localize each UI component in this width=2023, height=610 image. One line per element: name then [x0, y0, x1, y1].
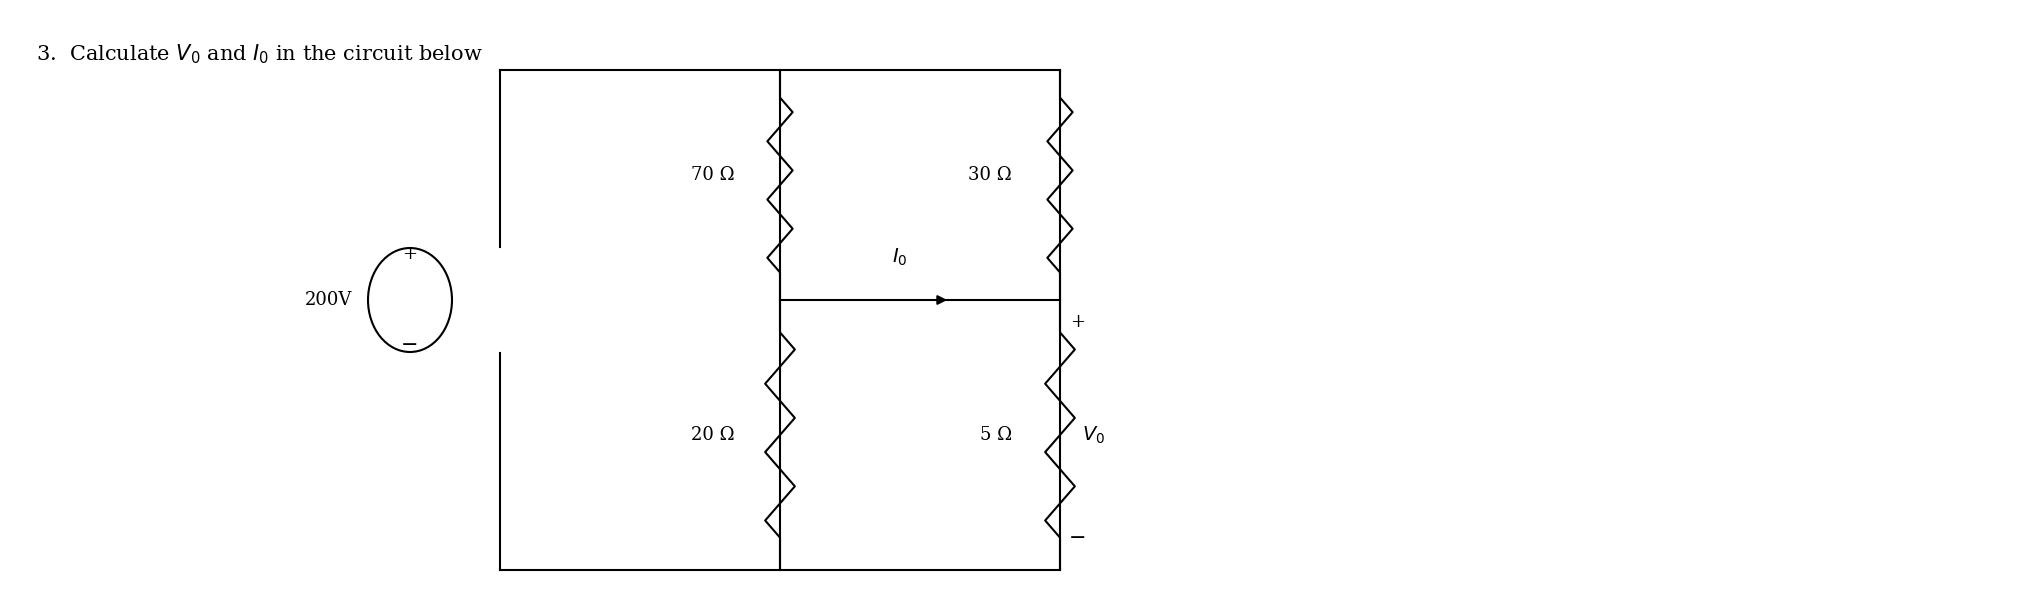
- Text: −: −: [401, 337, 419, 356]
- Text: $V_0$: $V_0$: [1082, 425, 1105, 446]
- Text: 20 Ω: 20 Ω: [692, 426, 734, 444]
- Text: −: −: [1068, 528, 1086, 548]
- Text: 3.  Calculate $V_0$ and $I_0$ in the circuit below: 3. Calculate $V_0$ and $I_0$ in the circ…: [36, 43, 483, 66]
- Text: +: +: [403, 245, 417, 263]
- Text: 30 Ω: 30 Ω: [967, 166, 1012, 184]
- Text: 70 Ω: 70 Ω: [692, 166, 734, 184]
- Text: $I_0$: $I_0$: [892, 246, 906, 268]
- Text: +: +: [1070, 313, 1084, 331]
- Text: 5 Ω: 5 Ω: [979, 426, 1012, 444]
- Text: 200V: 200V: [305, 291, 352, 309]
